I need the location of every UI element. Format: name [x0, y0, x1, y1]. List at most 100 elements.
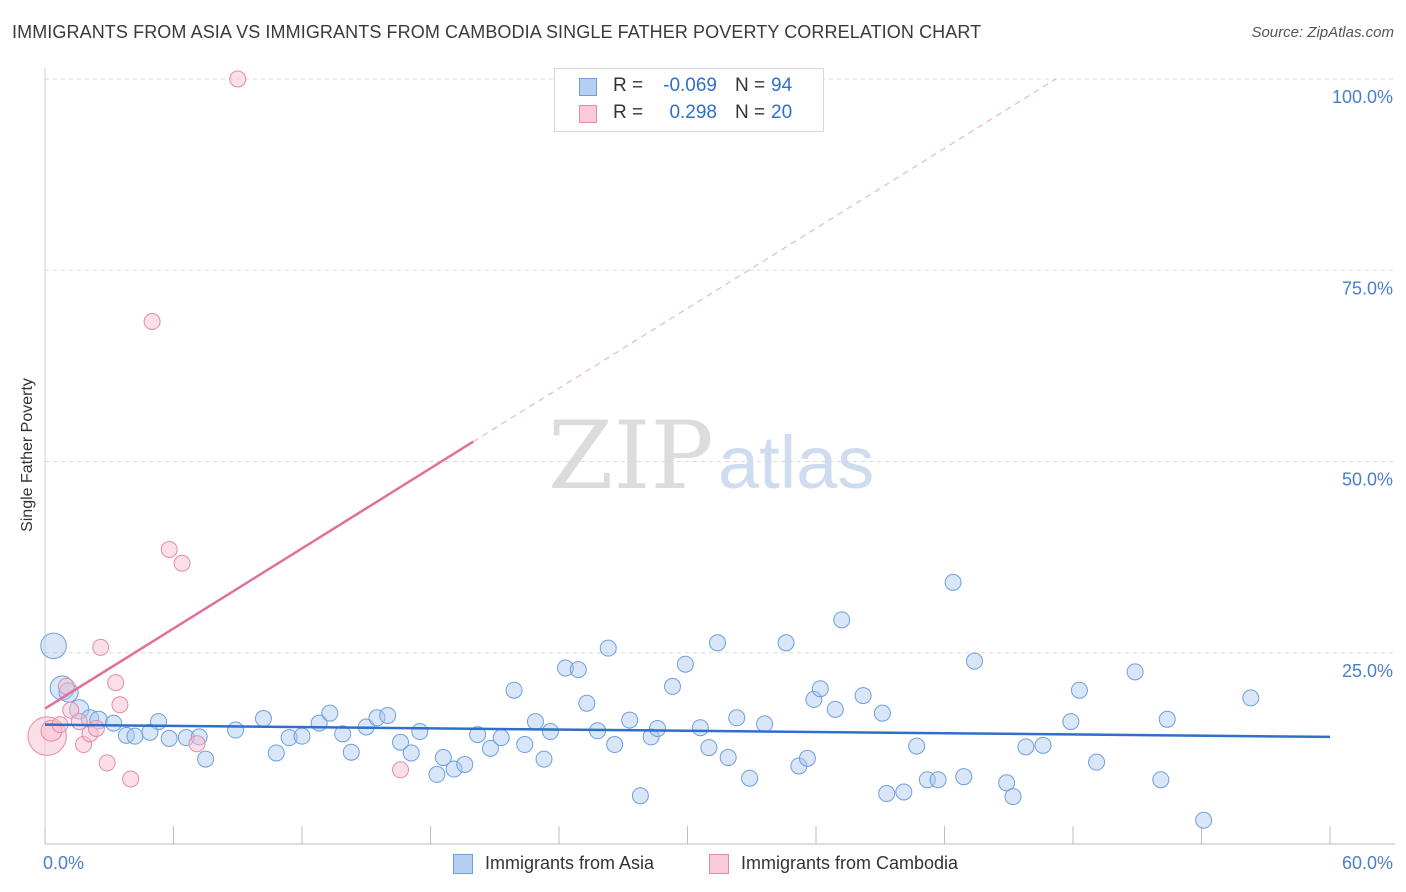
watermark: ZIP atlas	[548, 402, 874, 511]
stats-row-asia: R = -0.069 N = 94	[555, 75, 823, 101]
asia-point	[599, 639, 617, 657]
cambodia-trend-extension	[473, 78, 1057, 443]
asia-point	[40, 632, 67, 660]
x-tick-label-max: 60.0%	[1342, 853, 1393, 873]
asia-point	[1034, 736, 1052, 754]
asia-point	[1126, 663, 1144, 681]
asia-point	[798, 749, 816, 767]
asia-point	[895, 783, 913, 801]
asia-point	[854, 687, 872, 705]
asia-point	[411, 723, 429, 741]
asia-point	[691, 719, 709, 737]
asia-point	[826, 700, 844, 718]
y-tick-label: 50.0%	[1342, 470, 1393, 490]
asia-point	[965, 652, 983, 670]
asia-point	[708, 634, 726, 652]
series-asia-points	[40, 573, 1260, 829]
asia-point	[481, 739, 499, 757]
asia-legend-swatch	[453, 854, 473, 874]
asia-point	[929, 771, 947, 789]
cambodia-point	[98, 754, 116, 772]
asia-point	[700, 739, 718, 757]
asia-point	[368, 709, 386, 727]
asia-point	[254, 710, 272, 728]
asia-point	[392, 733, 410, 751]
asia-trend-line	[44, 723, 1331, 739]
asia-point	[505, 681, 523, 699]
asia-point	[1062, 713, 1080, 731]
cambodia-point	[173, 554, 191, 572]
r-label: R =	[613, 102, 644, 123]
asia-point	[578, 694, 596, 712]
series-legend: Immigrants from Asia Immigrants from Cam…	[0, 853, 1406, 877]
cambodia-point	[111, 696, 129, 714]
r-label: R =	[613, 75, 644, 96]
cambodia-swatch	[579, 105, 597, 123]
asia-point	[777, 634, 795, 652]
asia-point	[1004, 788, 1022, 806]
tick-labels: 25.0% 50.0% 75.0% 100.0% 0.0% 60.0%	[43, 87, 1393, 873]
cambodia-point	[392, 761, 410, 779]
asia-point	[1152, 771, 1170, 789]
axes	[44, 68, 1395, 845]
asia-point	[379, 706, 397, 724]
source-label: Source: ZipAtlas.com	[1251, 24, 1394, 41]
cambodia-legend-swatch	[709, 854, 729, 874]
cambodia-point	[188, 735, 206, 753]
asia-point	[833, 611, 851, 629]
asia-point	[469, 726, 487, 744]
cambodia-point	[87, 719, 105, 737]
asia-point	[811, 680, 829, 698]
stats-legend: R = -0.069 N = 94 R = 0.298 N = 20	[554, 68, 824, 132]
asia-point	[873, 704, 891, 722]
asia-point	[445, 760, 463, 778]
asia-point	[541, 723, 559, 741]
asia-point	[105, 714, 123, 732]
asia-point	[402, 744, 420, 762]
grid-lines	[45, 78, 1395, 654]
y-tick-label: 75.0%	[1342, 278, 1393, 298]
asia-point	[117, 726, 135, 744]
asia-point	[280, 729, 298, 747]
asia-point	[160, 729, 178, 747]
series-cambodia-points	[27, 70, 410, 788]
legend-label-cambodia: Immigrants from Cambodia	[741, 853, 959, 873]
asia-point	[556, 659, 574, 677]
asia-point	[334, 725, 352, 743]
asia-point	[908, 737, 926, 755]
asia-point	[428, 765, 446, 783]
r-value: 0.298	[669, 102, 717, 123]
n-value: 20	[771, 102, 793, 123]
asia-point	[492, 729, 510, 747]
asia-point	[955, 768, 973, 786]
trend-lines	[44, 78, 1331, 739]
asia-point	[293, 727, 311, 745]
asia-point	[621, 711, 639, 729]
cambodia-point	[160, 540, 178, 558]
cambodia-trend-line	[44, 440, 474, 710]
asia-point	[569, 661, 587, 679]
asia-point	[342, 743, 360, 761]
watermark-zip: ZIP	[548, 402, 714, 511]
asia-point	[227, 721, 245, 739]
asia-point	[756, 715, 774, 733]
asia-point	[676, 655, 694, 673]
y-tick-label: 25.0%	[1342, 661, 1393, 681]
asia-point	[741, 769, 759, 787]
asia-point	[1242, 689, 1260, 707]
n-label: N =	[735, 75, 766, 96]
watermark-atlas: atlas	[718, 421, 874, 504]
asia-point	[649, 719, 667, 737]
asia-point	[805, 690, 823, 708]
asia-point	[267, 744, 285, 762]
cambodia-point	[92, 638, 110, 656]
n-value: 94	[771, 75, 793, 96]
asia-point	[944, 573, 962, 591]
asia-point	[526, 713, 544, 731]
asia-point	[456, 755, 474, 773]
asia-point	[1070, 681, 1088, 699]
cambodia-point	[122, 770, 140, 788]
asia-point	[1195, 811, 1213, 829]
asia-point	[126, 727, 144, 745]
